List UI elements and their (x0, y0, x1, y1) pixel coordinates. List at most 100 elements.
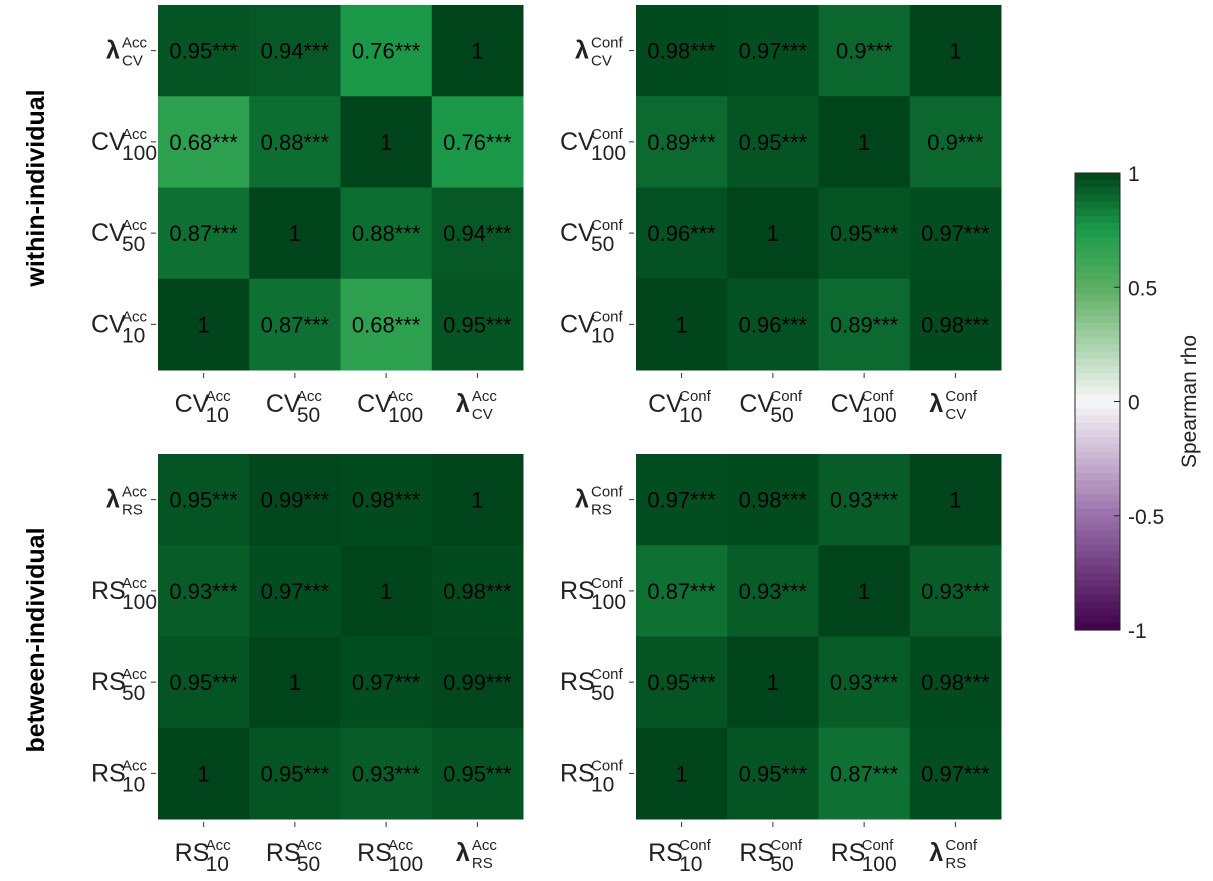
heatmap-cell (636, 5, 728, 97)
heatmap-cell (636, 727, 728, 820)
cell-value-label: 0.94*** (261, 39, 330, 64)
cell-value-label: 1 (676, 312, 688, 337)
cell-value-label: 0.95*** (443, 761, 512, 786)
y-tick-label-sup: Conf (591, 757, 624, 774)
heatmap-cell (431, 96, 524, 188)
colorbar-tick-label: 0 (1128, 392, 1140, 415)
cell-value-label: 0.89*** (647, 130, 716, 155)
heatmap-cell (818, 545, 911, 637)
x-tick-label-sub: 100 (388, 404, 423, 427)
x-tick-label-sup: Acc (472, 388, 498, 405)
cell-value-label: 0.96*** (739, 312, 808, 337)
heatmap-cell (249, 545, 341, 637)
cell-value-label: 0.97*** (647, 488, 716, 513)
x-tick-label-base: RS (266, 839, 301, 867)
heatmap-cell (636, 545, 728, 637)
cell-value-label: 1 (858, 130, 870, 155)
x-tick-label-sub: 50 (297, 853, 320, 876)
x-tick-label-sup: Acc (206, 837, 232, 854)
cell-value-label: 1 (949, 39, 961, 64)
colorbar-segment (1075, 530, 1120, 538)
x-tick-label-sub: RS (472, 855, 493, 872)
colorbar-segment (1075, 258, 1120, 267)
heatmap-cell (727, 187, 819, 280)
cell-value-label: 0.87*** (261, 312, 330, 337)
heatmap-cell (340, 187, 433, 280)
cell-value-label: 0.95*** (261, 761, 330, 786)
x-tick-label-base: CV (175, 390, 210, 418)
cell-value-label: 1 (949, 488, 961, 513)
y-tick-label-sub: RS (591, 502, 612, 519)
cell-value-label: 0.95*** (169, 488, 238, 513)
cell-value-label: 0.98*** (921, 670, 990, 695)
colorbar-segment (1075, 508, 1120, 517)
y-tick-label-base: CV (91, 310, 126, 338)
heatmap-cell (340, 96, 433, 188)
colorbar-segment (1075, 301, 1120, 310)
heatmap-cell (158, 454, 250, 546)
cell-value-label: 1 (380, 130, 392, 155)
y-tick-label-sub: 100 (591, 142, 626, 165)
colorbar-segment (1075, 237, 1120, 246)
x-tick-label-sup: Conf (770, 388, 803, 405)
cell-value-label: 1 (471, 488, 483, 513)
cell-value-label: 1 (676, 761, 688, 786)
x-tick-label-base: CV (357, 390, 392, 418)
y-tick-label-base: λ (575, 486, 589, 514)
colorbar-segment (1075, 358, 1120, 367)
heatmap-panels: 0.95*** 0.94*** 0.76*** 1 0.68*** 0.88*** 1 0.7… (91, 5, 1002, 876)
heatmap-cell (431, 187, 524, 280)
cell-value-label: 0.99*** (261, 488, 330, 513)
cell-value-label: 1 (767, 670, 779, 695)
cell-value-label: 0.87*** (830, 761, 899, 786)
cell-value-label: 0.93*** (921, 579, 990, 604)
x-tick-label-sub: CV (472, 406, 493, 423)
heatmap-cell (727, 545, 819, 637)
colorbar-segment (1075, 565, 1120, 574)
heatmap-cell (158, 96, 250, 188)
x-tick-label-base: RS (357, 839, 392, 867)
y-tick-label-sup: Conf (591, 575, 624, 592)
x-tick-label-base: RS (648, 839, 683, 867)
cell-value-label: 0.98*** (921, 312, 990, 337)
x-tick-label-sub: 50 (770, 404, 793, 427)
heatmap-between-individual-confidence: 0.97*** 0.98*** 0.93*** 1 0.87*** 0.93*** 1 0.9… (560, 454, 1002, 876)
y-tick-label-sub: 100 (591, 591, 626, 614)
y-tick-label-sub: 10 (122, 324, 145, 347)
heatmap-cell (158, 545, 250, 637)
colorbar-segment (1075, 194, 1120, 203)
x-tick-label-sub: 100 (862, 404, 897, 427)
y-tick-label-base: λ (106, 37, 120, 65)
cell-value-label: 1 (289, 221, 301, 246)
y-tick-label-base: CV (560, 310, 595, 338)
y-tick-label-base: RS (91, 577, 126, 605)
x-tick-label-sup: Conf (862, 837, 895, 854)
x-tick-label-sup: Conf (945, 388, 978, 405)
heatmap-within-individual-accuracy: 0.95*** 0.94*** 0.76*** 1 0.68*** 0.88*** 1 0.7… (91, 5, 524, 427)
x-tick-label-base: RS (831, 839, 866, 867)
y-tick-label-sup: Acc (122, 35, 148, 52)
colorbar-segment (1075, 622, 1120, 631)
cell-value-label: 0.68*** (169, 130, 238, 155)
x-tick-label-sub: 10 (679, 853, 702, 876)
cell-value-label: 0.88*** (261, 130, 330, 155)
cell-value-label: 0.97*** (921, 761, 990, 786)
x-tick-label-sup: Acc (297, 388, 323, 405)
colorbar-segment (1075, 422, 1120, 431)
colorbar-tick-label: -1 (1128, 620, 1147, 643)
heatmap-cell (636, 636, 728, 729)
colorbar-tick-label: -0.5 (1128, 506, 1164, 529)
cell-value-label: 0.95*** (739, 761, 808, 786)
colorbar-segment (1075, 594, 1120, 603)
x-tick-label-base: CV (648, 390, 683, 418)
heatmap-cell (340, 278, 433, 371)
cell-value-label: 0.97*** (739, 39, 808, 64)
